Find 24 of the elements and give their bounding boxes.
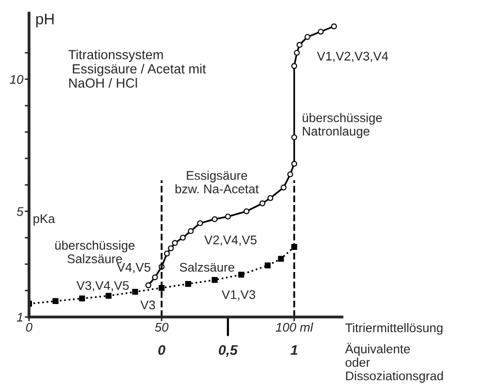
x2-axis-title: Äquivalente oder Dissoziationsgrad bbox=[345, 342, 443, 383]
y-tick-label: 10 bbox=[10, 75, 24, 84]
annotation: Salzsäure bbox=[180, 262, 234, 272]
x-axis-title: Titriermittellösung bbox=[345, 323, 442, 335]
annotation: V3,V4,V5 bbox=[76, 281, 129, 292]
annotation: V4,V5 bbox=[116, 262, 150, 274]
x2-tick-label: 0,5 bbox=[218, 345, 238, 357]
x2-tick-label: 1 bbox=[290, 345, 298, 355]
x-tick-label: 0 bbox=[26, 322, 32, 332]
annotation: Titrationssystem Essigsäure / Acetat mit NaOH / HCl bbox=[68, 50, 206, 88]
y-tick-label: 5 bbox=[16, 207, 24, 216]
y-tick-label: 1 bbox=[16, 312, 22, 322]
annotation: pKa bbox=[34, 214, 56, 226]
x-tick-label: 100 ml bbox=[276, 322, 314, 332]
annotation: Essigsäure bzw. Na-Acetat bbox=[176, 170, 259, 194]
x2-tick-label: 0 bbox=[158, 345, 166, 355]
y-axis-title: pH bbox=[36, 14, 54, 28]
annotation: überschüssige Salzsäure bbox=[55, 240, 134, 264]
annotation: V1,V2,V3,V4 bbox=[316, 52, 388, 62]
annotation: V1,V3 bbox=[222, 290, 256, 301]
annotation: V2,V4,V5 bbox=[204, 236, 257, 246]
annotation: V3 bbox=[140, 300, 156, 310]
x-tick-label: 50 bbox=[154, 322, 168, 332]
annotation: überschüssige Natronlauge bbox=[302, 113, 382, 138]
